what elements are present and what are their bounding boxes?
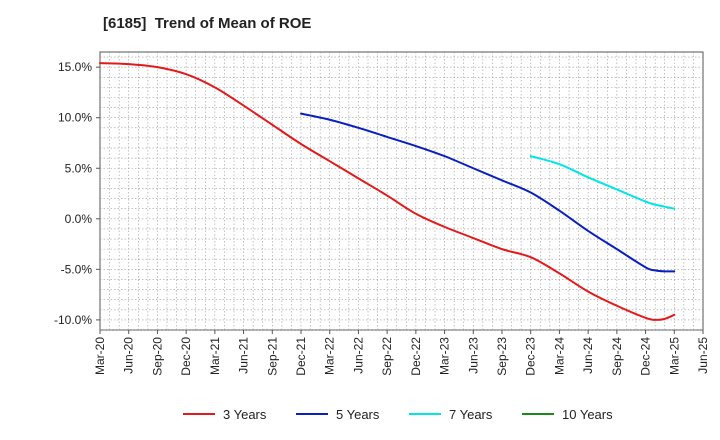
legend-label: 10 Years — [562, 407, 613, 422]
x-tick-label: Dec-21 — [294, 337, 308, 376]
x-tick-label: Sep-22 — [380, 337, 394, 376]
x-tick-label: Sep-24 — [610, 337, 624, 376]
legend: 3 Years 5 Years 7 Years 10 Years — [183, 407, 613, 422]
x-tick-label: Sep-23 — [495, 337, 509, 376]
x-tick-label: Dec-20 — [179, 337, 193, 376]
y-tick-label: 10.0% — [58, 111, 92, 125]
x-tick-label: Jun-21 — [237, 337, 251, 374]
x-tick-label: Dec-23 — [524, 337, 538, 376]
series-line-3 — [529, 155, 676, 210]
x-tick-label: Jun-23 — [466, 337, 480, 374]
x-tick-label: Dec-24 — [639, 337, 653, 376]
y-tick-label: 0.0% — [65, 212, 93, 226]
plot-frame — [99, 51, 704, 331]
x-tick-label: Dec-22 — [409, 337, 423, 376]
x-tick-label: Mar-21 — [208, 337, 222, 375]
legend-label: 7 Years — [449, 407, 493, 422]
series-line-1 — [99, 62, 676, 321]
x-tick-label: Jun-22 — [351, 337, 365, 374]
y-tick-label: -5.0% — [61, 262, 93, 276]
y-tick-label: -10.0% — [54, 313, 92, 327]
x-tick-label: Jun-24 — [581, 337, 595, 374]
x-tick-label: Mar-20 — [93, 337, 107, 375]
chart-title: [6185] Trend of Mean of ROE — [103, 15, 312, 32]
legend-label: 3 Years — [223, 407, 267, 422]
legend-label: 5 Years — [336, 407, 380, 422]
series-lines — [99, 62, 676, 321]
x-tick-label: Mar-24 — [552, 337, 566, 375]
x-tick-label: Sep-20 — [150, 337, 164, 376]
y-tick-label: 5.0% — [65, 161, 93, 175]
x-tick-label: Mar-25 — [667, 337, 681, 375]
x-tick-label: Jun-25 — [696, 337, 710, 374]
x-axis: Mar-20 Jun-20 Sep-20 Dec-20 Mar-21 Jun-21 Sep-… — [93, 330, 710, 376]
y-axis: -10.0% -5.0% 0.0% 5.0% 10.0% 15.0% — [54, 60, 100, 327]
x-tick-label: Mar-22 — [323, 337, 337, 375]
series-line-2 — [300, 112, 676, 273]
x-tick-label: Sep-21 — [265, 337, 279, 376]
y-tick-label: 15.0% — [58, 60, 92, 74]
x-tick-label: Mar-23 — [438, 337, 452, 375]
grid-lines — [100, 52, 703, 331]
x-tick-label: Jun-20 — [122, 337, 136, 374]
